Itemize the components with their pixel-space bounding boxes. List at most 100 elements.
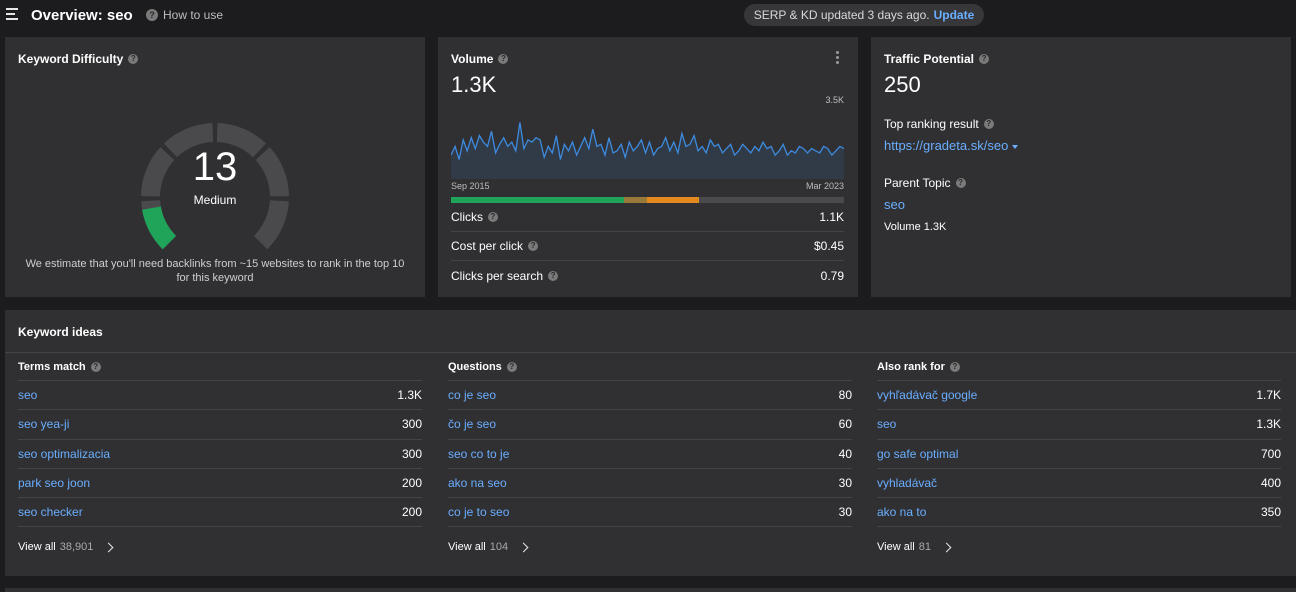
parent-topic[interactable]: seo <box>884 197 905 212</box>
more-options-icon[interactable] <box>836 51 840 66</box>
tp-value: 250 <box>884 72 921 97</box>
kd-title: Keyword Difficulty ? <box>18 52 139 66</box>
how-to-use-link[interactable]: ? How to use <box>146 8 223 22</box>
keyword-row: vyhľadávač google 1.7K <box>877 381 1281 411</box>
keyword-link[interactable]: co je to seo <box>448 505 510 520</box>
keyword-volume: 700 <box>1260 446 1281 461</box>
keyword-link[interactable]: vyhľadávač google <box>877 388 978 403</box>
volume-trend-line <box>451 122 844 160</box>
help-icon[interactable]: ? <box>498 54 509 64</box>
keyword-link[interactable]: ako na to <box>877 505 927 520</box>
view-all-link[interactable]: View all 81 <box>877 527 1281 567</box>
gauge-segment <box>255 147 289 197</box>
update-notice-text: SERP & KD updated 3 days ago. <box>753 8 930 22</box>
keyword-row: co je to seo 30 <box>448 498 852 528</box>
help-icon[interactable]: ? <box>488 212 498 222</box>
metric-clicks: Clicks? 1.1K <box>451 203 844 232</box>
keyword-row: seo optimalizacia 300 <box>18 440 422 469</box>
help-icon[interactable]: ? <box>128 54 139 64</box>
chevron-right-icon <box>518 542 529 553</box>
gauge-segment <box>216 123 267 158</box>
keyword-row: seo co to je 40 <box>448 440 852 469</box>
keyword-volume: 1.3K <box>1256 417 1281 432</box>
keyword-row: seo 1.3K <box>877 410 1281 440</box>
view-all-label: View all <box>448 541 486 554</box>
keyword-volume: 80 <box>838 388 852 403</box>
next-card-edge <box>5 588 1296 592</box>
volume-trend-chart <box>451 122 844 179</box>
help-icon[interactable]: ? <box>983 119 994 129</box>
column-title: Terms match <box>18 360 86 373</box>
keyword-link[interactable]: seo <box>18 388 38 403</box>
hamburger-menu-icon[interactable] <box>6 8 18 22</box>
top-result-url-dropdown[interactable]: https://gradeta.sk/seo <box>884 138 1019 153</box>
view-all-count: 104 <box>489 541 509 554</box>
keyword-row: seo 1.3K <box>18 381 422 411</box>
keyword-volume: 40 <box>838 446 852 461</box>
intent-segment <box>647 197 699 203</box>
volume-value: 1.3K <box>451 72 497 97</box>
help-icon[interactable]: ? <box>90 361 101 372</box>
help-icon[interactable]: ? <box>949 361 960 372</box>
keyword-link[interactable]: seo checker <box>18 505 83 520</box>
keyword-row: vyhladávač 400 <box>877 469 1281 499</box>
chart-end-label: Mar 2023 <box>805 181 844 191</box>
keyword-link[interactable]: park seo joon <box>18 476 91 491</box>
chevron-down-icon <box>1012 144 1019 149</box>
help-icon[interactable]: ? <box>506 361 517 372</box>
page-title: Overview: seo <box>31 7 133 24</box>
metric-value: $0.45 <box>813 239 844 253</box>
view-all-label: View all <box>18 541 56 554</box>
help-icon[interactable]: ? <box>955 178 966 188</box>
intent-distribution-bar <box>451 197 844 203</box>
update-link[interactable]: Update <box>933 8 975 22</box>
help-icon: ? <box>146 9 158 21</box>
keyword-link[interactable]: seo co to je <box>448 446 510 461</box>
help-icon[interactable]: ? <box>979 54 990 64</box>
metric-cpc: Cost per click? $0.45 <box>451 232 844 261</box>
help-icon[interactable]: ? <box>528 241 539 251</box>
parent-topic-label: Parent Topic ? <box>884 176 966 190</box>
keyword-link[interactable]: seo <box>877 417 897 432</box>
keyword-link[interactable]: seo yea-ji <box>18 417 70 432</box>
column-header: Also rank for? <box>877 353 1281 381</box>
keyword-row: seo checker 200 <box>18 498 422 528</box>
view-all-link[interactable]: View all 104 <box>448 527 852 567</box>
keyword-volume: 400 <box>1260 476 1281 491</box>
keyword-link[interactable]: ako na seo <box>448 476 507 491</box>
parent-topic-link[interactable]: seo <box>884 197 905 212</box>
column-title: Also rank for <box>877 360 945 373</box>
chart-start-label: Sep 2015 <box>451 181 490 191</box>
volume-title-label: Volume <box>451 52 494 66</box>
keyword-link[interactable]: čo je seo <box>448 417 497 432</box>
keyword-volume: 300 <box>401 446 422 461</box>
volume-title: Volume ? <box>451 52 509 66</box>
keyword-link[interactable]: go safe optimal <box>877 446 959 461</box>
keyword-row: go safe optimal 700 <box>877 440 1281 469</box>
column-title: Questions <box>448 360 502 373</box>
update-notice: SERP & KD updated 3 days ago. Update <box>744 4 984 26</box>
tp-title: Traffic Potential ? <box>884 52 990 66</box>
keyword-volume: 200 <box>401 505 422 520</box>
view-all-link[interactable]: View all 38,901 <box>18 527 422 567</box>
keyword-link[interactable]: seo optimalizacia <box>18 446 111 461</box>
keyword-row: čo je seo 60 <box>448 410 852 440</box>
keyword-volume: 30 <box>838 505 852 520</box>
kd-gauge <box>141 123 289 250</box>
top-bar: Overview: seo ? How to use SERP & KD upd… <box>0 0 1296 32</box>
top-result-url[interactable]: https://gradeta.sk/seo <box>884 138 1009 153</box>
keyword-volume: 1.3K <box>397 388 422 403</box>
help-icon[interactable]: ? <box>548 270 559 281</box>
keyword-volume: 60 <box>838 417 852 432</box>
metric-value: 1.1K <box>819 210 844 224</box>
intent-segment <box>698 197 844 203</box>
keyword-link[interactable]: co je seo <box>448 388 497 403</box>
chevron-right-icon <box>941 542 952 553</box>
traffic-potential-card: Traffic Potential ? 250 Top ranking resu… <box>871 37 1291 297</box>
keyword-difficulty-card: Keyword Difficulty ? 13 Medium We estima… <box>5 37 425 297</box>
kd-level: Medium <box>193 193 237 207</box>
keyword-volume: 350 <box>1260 505 1281 520</box>
keyword-volume: 200 <box>401 476 422 491</box>
keyword-link[interactable]: vyhladávač <box>877 476 938 491</box>
kd-score: 13 <box>192 145 238 189</box>
